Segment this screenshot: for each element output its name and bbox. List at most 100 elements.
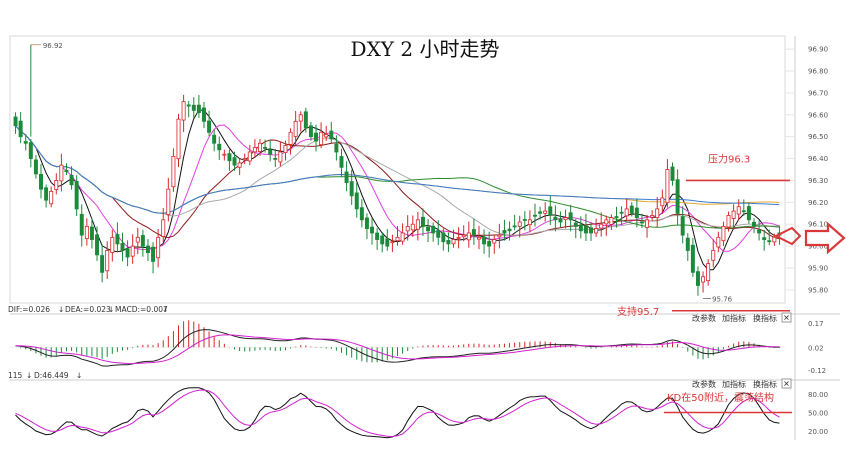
candle-body[interactable] [89,226,94,240]
candle-body[interactable] [324,134,329,138]
candle-body[interactable] [39,173,43,190]
candle-body[interactable] [599,223,604,229]
candle-body[interactable] [375,232,380,240]
candle-body[interactable] [711,250,716,261]
candle-body[interactable] [176,118,181,160]
candle-body[interactable] [308,125,313,138]
candle-body[interactable] [553,216,558,221]
candle-body[interactable] [609,217,614,225]
candle-body[interactable] [639,221,644,224]
candle-body[interactable] [594,228,599,234]
candle-body[interactable] [13,116,18,127]
candle-body[interactable] [334,143,339,153]
candle-body[interactable] [400,232,405,242]
candle-body[interactable] [757,229,762,234]
candle-body[interactable] [166,188,171,215]
candle-body[interactable] [655,208,660,218]
candle-body[interactable] [522,219,527,221]
kd-change-params-button[interactable]: 改参数 [692,379,716,389]
candle-body[interactable] [568,212,573,221]
candle-body[interactable] [171,155,176,188]
candle-body[interactable] [619,211,624,214]
candle-body[interactable] [497,234,502,238]
candle-body[interactable] [395,236,400,242]
candle-body[interactable] [278,151,283,163]
candle-body[interactable] [110,236,115,253]
macd-switch-indicator-button[interactable]: 换指标 [753,313,777,323]
candle-body[interactable] [461,234,466,238]
candle-body[interactable] [354,192,359,210]
candle-body[interactable] [237,162,242,168]
candle-body[interactable] [349,181,354,197]
candle-body[interactable] [319,131,324,146]
candle-body[interactable] [54,180,59,190]
candle-body[interactable] [186,104,191,107]
kd-add-indicator-button[interactable]: 加指标 [722,379,746,389]
candle-body[interactable] [33,159,38,175]
candle-body[interactable] [314,132,318,142]
candle-body[interactable] [721,226,726,242]
candle-body[interactable] [716,236,721,248]
candle-body[interactable] [634,207,639,219]
candle-body[interactable] [390,241,395,244]
candle-body[interactable] [227,153,232,162]
candle-body[interactable] [507,228,512,232]
candle-body[interactable] [191,104,196,111]
candle-body[interactable] [624,208,629,217]
candle-body[interactable] [690,244,695,273]
candle-body[interactable] [767,240,772,243]
candle-body[interactable] [135,236,140,243]
candle-body[interactable] [741,210,746,213]
candle-body[interactable] [105,250,110,272]
candle-body[interactable] [95,234,100,256]
candle-body[interactable] [726,215,731,228]
candle-body[interactable] [217,143,222,151]
macd-add-indicator-button[interactable]: 加指标 [722,313,746,323]
candle-body[interactable] [156,236,161,259]
candle-body[interactable] [222,153,227,156]
candle-body[interactable] [207,120,212,133]
candle-body[interactable] [79,213,84,236]
candle-body[interactable] [752,221,756,227]
candle-body[interactable] [370,226,375,234]
candle-body[interactable] [247,151,252,162]
candle-body[interactable] [431,225,436,234]
candle-body[interactable] [329,130,334,140]
candle-body[interactable] [446,239,451,245]
candle-body[interactable] [18,120,23,138]
candle-body[interactable] [288,131,293,145]
candle-body[interactable] [589,227,594,234]
candle-body[interactable] [385,238,390,247]
candle-body[interactable] [466,232,471,241]
candle-body[interactable] [502,230,507,234]
candle-body[interactable] [746,206,751,221]
candle-body[interactable] [415,219,420,230]
candle-body[interactable] [660,197,665,207]
candle-body[interactable] [558,218,563,223]
candle-body[interactable] [339,156,344,168]
candle-body[interactable] [685,237,690,251]
candle-body[interactable] [380,235,385,245]
candle-body[interactable] [451,239,456,245]
candle-body[interactable] [426,226,431,232]
macd-close-button[interactable] [781,312,792,323]
candle-body[interactable] [242,158,247,161]
candle-body[interactable] [487,240,492,247]
candle-body[interactable] [145,245,150,254]
candle-body[interactable] [130,245,135,257]
candle-body[interactable] [273,157,278,160]
candle-body[interactable] [283,145,288,153]
candle-body[interactable] [604,219,609,225]
candle-body[interactable] [364,217,369,229]
candle-body[interactable] [303,111,308,129]
candle-body[interactable] [482,236,487,245]
candle-body[interactable] [706,263,711,282]
kd-close-button[interactable] [781,378,792,389]
candle-body[interactable] [405,226,410,232]
candle-body[interactable] [772,236,777,243]
candle-body[interactable] [492,239,497,244]
candle-body[interactable] [563,217,568,221]
candle-body[interactable] [196,104,201,113]
candle-body[interactable] [543,210,548,214]
candle-body[interactable] [701,276,706,283]
